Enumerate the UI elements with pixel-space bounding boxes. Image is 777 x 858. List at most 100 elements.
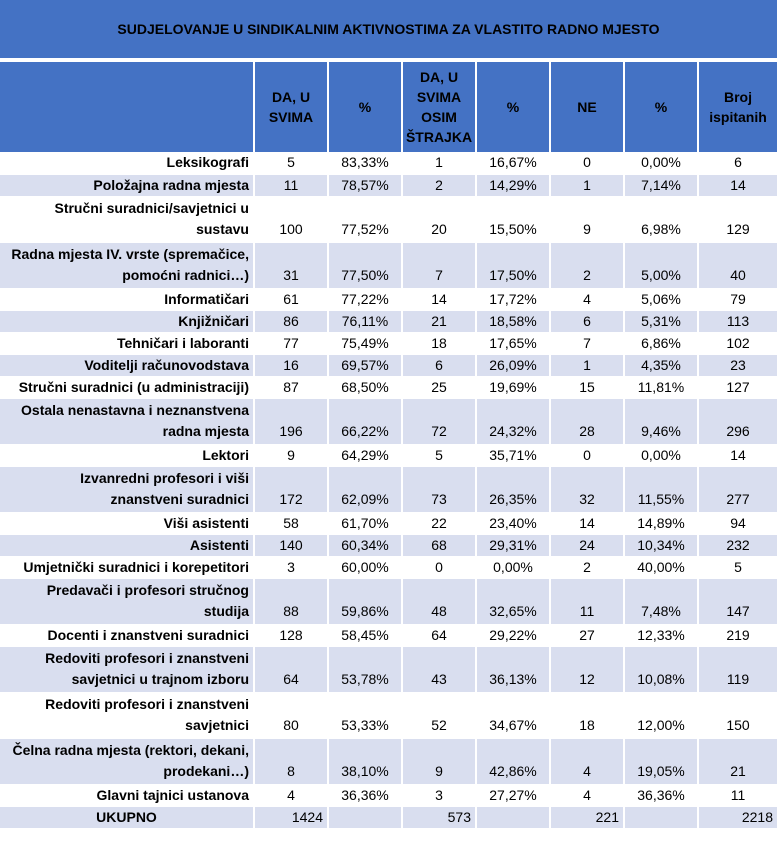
cell-pct-ne: 0,00% xyxy=(624,152,699,175)
cell-ne: 32 xyxy=(550,466,625,513)
cell-pct-da: 36,36% xyxy=(328,784,403,807)
header-da-osim-strajka: DA, U SVIMA OSIM ŠTRAJKA xyxy=(402,62,477,152)
cell-ne: 24 xyxy=(550,534,625,557)
table-row: Predavači i profesori stručnog studija 88… xyxy=(0,578,777,625)
row-label: Čelna radna mjesta (rektori, dekani, pro… xyxy=(0,738,255,785)
cell-pct-da: 78,57% xyxy=(328,174,403,197)
cell-pct-ne: 5,31% xyxy=(624,310,699,333)
cell-da-osim: 3 xyxy=(402,784,477,807)
cell-pct-osim: 29,22% xyxy=(476,624,551,647)
cell-da-osim: 9 xyxy=(402,738,477,785)
cell-pct-osim: 23,40% xyxy=(476,512,551,535)
cell-da-svima: 58 xyxy=(254,512,329,535)
cell-da-osim: 2 xyxy=(402,174,477,197)
cell-da-svima: 4 xyxy=(254,784,329,807)
cell-pct-osim: 35,71% xyxy=(476,444,551,467)
row-label: Docenti i znanstveni suradnici xyxy=(0,624,255,647)
cell-da-osim: 6 xyxy=(402,354,477,377)
cell-broj: 127 xyxy=(698,376,777,399)
cell-da-svima: 64 xyxy=(254,646,329,693)
cell-ne: 11 xyxy=(550,578,625,625)
cell-pct-da: 61,70% xyxy=(328,512,403,535)
cell-broj: 21 xyxy=(698,738,777,785)
cell-pct-da: 77,22% xyxy=(328,288,403,311)
cell-da-osim: 18 xyxy=(402,332,477,355)
cell-broj: 14 xyxy=(698,444,777,467)
row-label: Tehničari i laboranti xyxy=(0,332,255,355)
cell-pct-da: 64,29% xyxy=(328,444,403,467)
table-row: Informatičari 61 77,22% 14 17,72% 4 5,06% 79 xyxy=(0,288,777,311)
total-empty-3 xyxy=(624,806,699,829)
cell-pct-da: 75,49% xyxy=(328,332,403,355)
header-ne: NE xyxy=(550,62,625,152)
cell-ne: 1 xyxy=(550,354,625,377)
cell-broj: 6 xyxy=(698,152,777,175)
row-label: Redoviti profesori i znanstveni savjetni… xyxy=(0,692,255,739)
row-label: Redoviti profesori i znanstveni savjetni… xyxy=(0,646,255,693)
row-label: Stručni suradnici (u administraciji) xyxy=(0,376,255,399)
cell-broj: 147 xyxy=(698,578,777,625)
table-row: Izvanredni profesori i viši znanstveni s… xyxy=(0,466,777,513)
cell-broj: 14 xyxy=(698,174,777,197)
cell-da-osim: 52 xyxy=(402,692,477,739)
cell-ne: 9 xyxy=(550,196,625,243)
row-label: Radna mjesta IV. vrste (spremačice, pomo… xyxy=(0,242,255,289)
cell-ne: 6 xyxy=(550,310,625,333)
row-label: Položajna radna mjesta xyxy=(0,174,255,197)
row-label: Stručni suradnici/savjetnici u sustavu xyxy=(0,196,255,243)
cell-pct-osim: 16,67% xyxy=(476,152,551,175)
cell-broj: 150 xyxy=(698,692,777,739)
row-label: Glavni tajnici ustanova xyxy=(0,784,255,807)
cell-pct-da: 38,10% xyxy=(328,738,403,785)
cell-pct-ne: 0,00% xyxy=(624,444,699,467)
table-row: Stručni suradnici/savjetnici u sustavu 10… xyxy=(0,196,777,243)
cell-da-osim: 1 xyxy=(402,152,477,175)
total-broj: 2218 xyxy=(698,806,777,829)
cell-pct-da: 62,09% xyxy=(328,466,403,513)
cell-pct-osim: 26,35% xyxy=(476,466,551,513)
row-label: Lektori xyxy=(0,444,255,467)
cell-pct-da: 60,34% xyxy=(328,534,403,557)
cell-pct-ne: 5,06% xyxy=(624,288,699,311)
table-row: Čelna radna mjesta (rektori, dekani, pro… xyxy=(0,738,777,785)
cell-da-svima: 86 xyxy=(254,310,329,333)
cell-pct-ne: 6,86% xyxy=(624,332,699,355)
row-label: Asistenti xyxy=(0,534,255,557)
cell-pct-ne: 11,81% xyxy=(624,376,699,399)
cell-da-osim: 68 xyxy=(402,534,477,557)
cell-pct-osim: 17,65% xyxy=(476,332,551,355)
cell-pct-ne: 14,89% xyxy=(624,512,699,535)
cell-da-osim: 73 xyxy=(402,466,477,513)
cell-da-osim: 21 xyxy=(402,310,477,333)
header-pct-2: % xyxy=(476,62,551,152)
cell-pct-ne: 10,08% xyxy=(624,646,699,693)
cell-da-svima: 3 xyxy=(254,556,329,579)
table-row: Položajna radna mjesta 11 78,57% 2 14,29% 1 7,… xyxy=(0,174,777,197)
cell-da-svima: 77 xyxy=(254,332,329,355)
cell-pct-ne: 4,35% xyxy=(624,354,699,377)
cell-pct-ne: 40,00% xyxy=(624,556,699,579)
cell-pct-osim: 14,29% xyxy=(476,174,551,197)
cell-pct-ne: 10,34% xyxy=(624,534,699,557)
cell-pct-da: 59,86% xyxy=(328,578,403,625)
header-row: DA, U SVIMA % DA, U SVIMA OSIM ŠTRAJKA %… xyxy=(0,62,777,152)
cell-pct-osim: 19,69% xyxy=(476,376,551,399)
cell-broj: 129 xyxy=(698,196,777,243)
cell-pct-osim: 17,72% xyxy=(476,288,551,311)
cell-da-osim: 7 xyxy=(402,242,477,289)
cell-ne: 27 xyxy=(550,624,625,647)
table-row: Leksikografi 5 83,33% 1 16,67% 0 0,00% 6 xyxy=(0,152,777,175)
cell-pct-da: 60,00% xyxy=(328,556,403,579)
cell-pct-ne: 5,00% xyxy=(624,242,699,289)
cell-pct-da: 76,11% xyxy=(328,310,403,333)
cell-pct-ne: 9,46% xyxy=(624,398,699,445)
cell-da-svima: 87 xyxy=(254,376,329,399)
table-row: Ostala nenastavna i neznanstvena radna m… xyxy=(0,398,777,445)
cell-da-svima: 8 xyxy=(254,738,329,785)
row-label: Knjižničari xyxy=(0,310,255,333)
cell-pct-da: 58,45% xyxy=(328,624,403,647)
cell-ne: 18 xyxy=(550,692,625,739)
cell-broj: 40 xyxy=(698,242,777,289)
cell-broj: 119 xyxy=(698,646,777,693)
table-row: Viši asistenti 58 61,70% 22 23,40% 14 14,89% 94 xyxy=(0,512,777,535)
